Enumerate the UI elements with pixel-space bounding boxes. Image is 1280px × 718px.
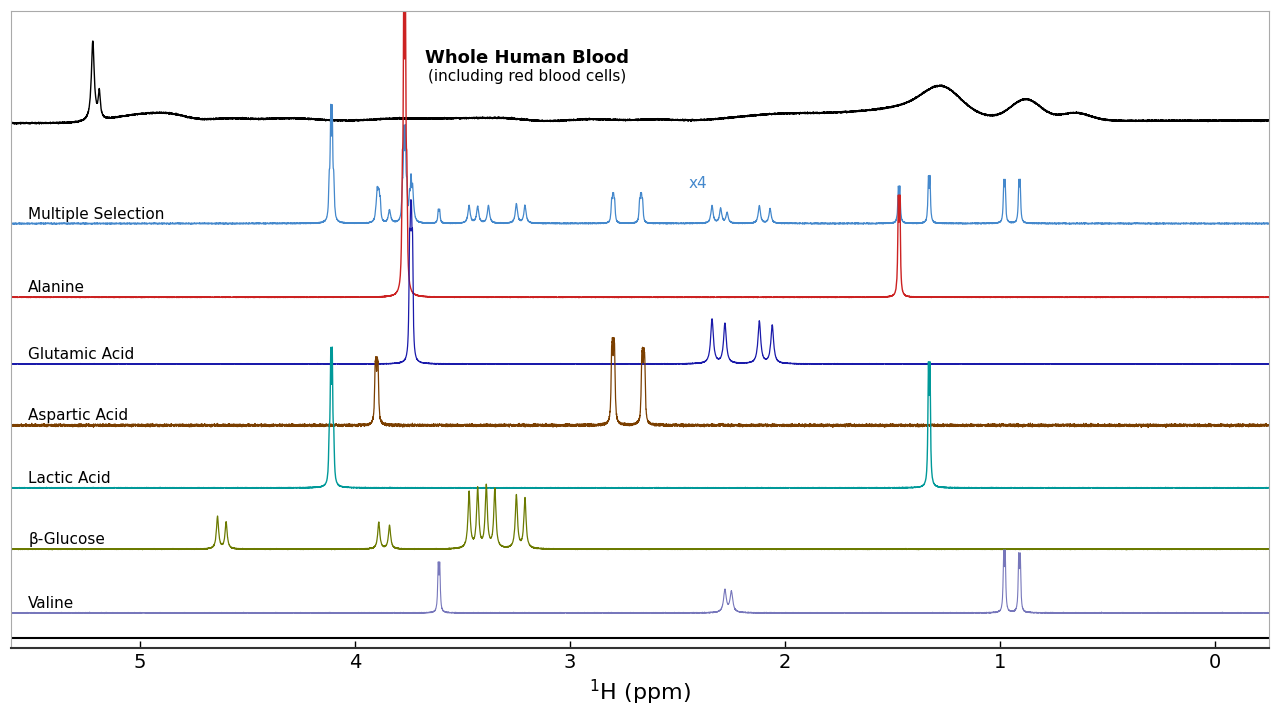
X-axis label: $^1$H (ppm): $^1$H (ppm) — [589, 678, 691, 707]
Text: Lactic Acid: Lactic Acid — [28, 471, 111, 486]
Text: β-Glucose: β-Glucose — [28, 532, 105, 547]
Text: Valine: Valine — [28, 596, 74, 611]
Text: x4: x4 — [689, 176, 707, 191]
Text: Glutamic Acid: Glutamic Acid — [28, 347, 134, 362]
Text: Aspartic Acid: Aspartic Acid — [28, 409, 128, 424]
Text: Whole Human Blood: Whole Human Blood — [425, 50, 630, 67]
Text: Alanine: Alanine — [28, 281, 86, 296]
Text: (including red blood cells): (including red blood cells) — [428, 68, 626, 83]
Text: Multiple Selection: Multiple Selection — [28, 207, 165, 222]
